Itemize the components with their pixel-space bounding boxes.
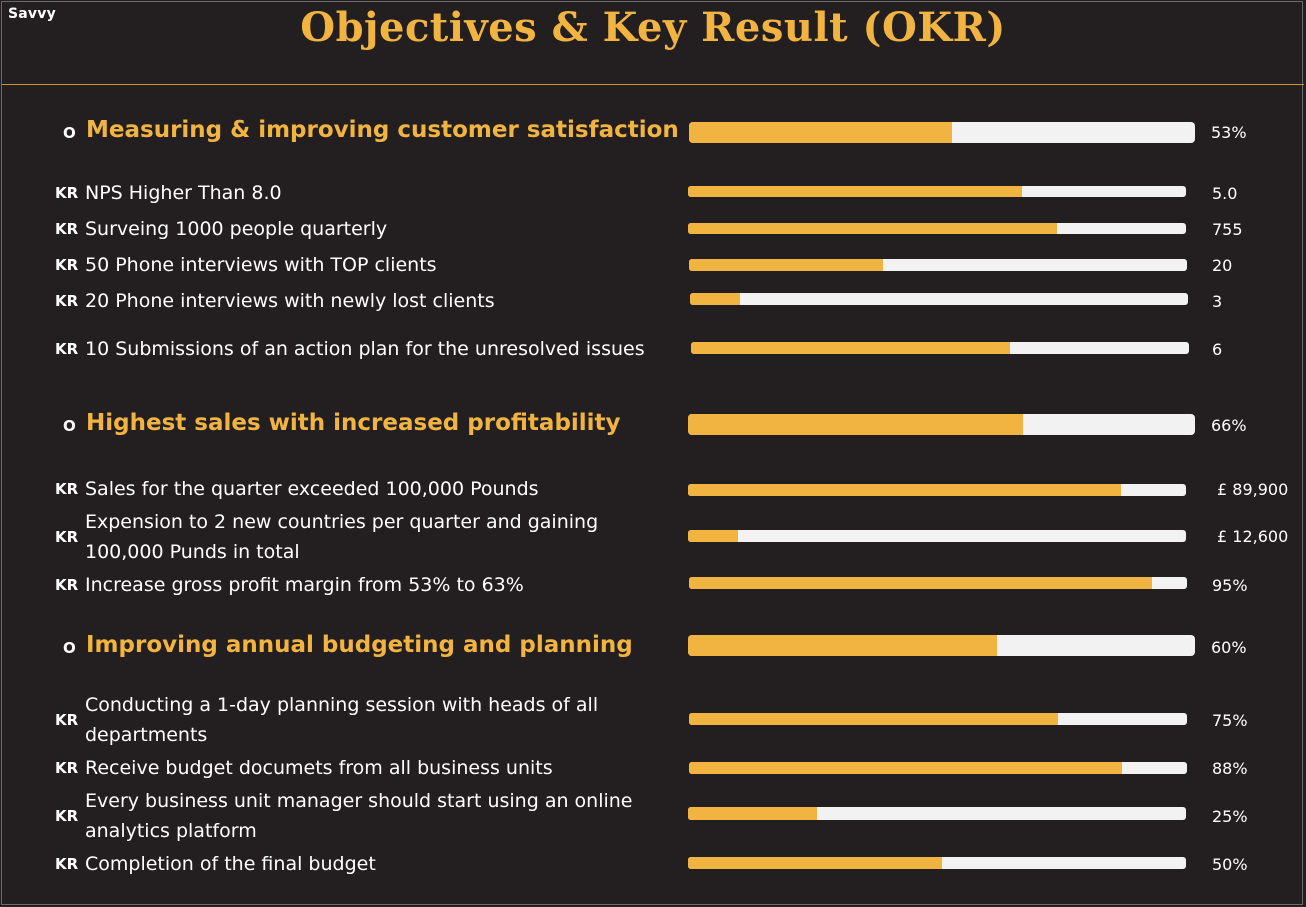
key-result-tag: KR xyxy=(55,220,79,238)
key-result-label: 20 Phone interviews with newly lost clie… xyxy=(85,290,495,312)
objective-label: Improving annual budgeting and planning xyxy=(86,632,633,658)
key-result-label: 50 Phone interviews with TOP clients xyxy=(85,254,437,276)
progress-fill xyxy=(691,342,1010,354)
progress-fill xyxy=(688,186,1022,197)
progress-fill xyxy=(688,484,1122,496)
progress-value: 755 xyxy=(1212,220,1243,239)
key-result-label: Every business unit manager should start… xyxy=(85,790,633,842)
progress-value: 75% xyxy=(1212,711,1248,730)
key-result-label: 10 Submissions of an action plan for the… xyxy=(85,338,645,360)
progress-bar xyxy=(688,414,1195,435)
key-result-tag: KR xyxy=(55,528,79,546)
progress-bar xyxy=(688,857,1186,869)
key-result-label: Conducting a 1-day planning session with… xyxy=(85,694,599,746)
progress-fill xyxy=(688,530,738,542)
progress-value: 60% xyxy=(1211,638,1247,657)
progress-fill xyxy=(688,414,1023,435)
objective-label: Highest sales with increased profitabili… xyxy=(86,410,621,436)
progress-bar xyxy=(689,577,1187,589)
progress-bar xyxy=(689,713,1187,725)
progress-value: 5.0 xyxy=(1212,184,1238,203)
progress-value: £ 89,900 xyxy=(1217,480,1289,499)
progress-fill xyxy=(689,122,953,143)
key-result-label: NPS Higher Than 8.0 xyxy=(85,182,282,204)
progress-value: £ 12,600 xyxy=(1217,527,1289,546)
key-result-tag: KR xyxy=(55,340,79,358)
progress-bar xyxy=(689,762,1187,774)
progress-value: 6 xyxy=(1212,340,1223,359)
key-result-label: Surveing 1000 people quarterly xyxy=(85,218,388,240)
progress-bar xyxy=(688,635,1195,656)
key-result-label: Expension to 2 new countries per quarter… xyxy=(85,511,599,563)
progress-value: 25% xyxy=(1212,807,1248,826)
progress-fill xyxy=(688,635,998,656)
progress-value: 88% xyxy=(1212,759,1248,778)
progress-fill xyxy=(689,762,1123,774)
key-result-tag: KR xyxy=(55,480,79,498)
key-result-label: Completion of the final budget xyxy=(85,853,376,875)
page-title: Objectives & Key Result (OKR) xyxy=(300,4,1006,51)
progress-fill xyxy=(690,293,740,305)
progress-fill xyxy=(689,577,1153,589)
key-result-tag: KR xyxy=(55,256,79,274)
key-result-label: Sales for the quarter exceeded 100,000 P… xyxy=(85,478,539,500)
progress-bar xyxy=(688,223,1186,234)
progress-bar xyxy=(688,807,1186,820)
progress-bar xyxy=(688,484,1186,496)
key-result-tag: KR xyxy=(55,855,79,873)
progress-value: 95% xyxy=(1212,576,1248,595)
key-result-tag: KR xyxy=(55,759,79,777)
key-result-label: Increase gross profit margin from 53% to… xyxy=(85,574,524,596)
progress-fill xyxy=(688,857,942,869)
brand-logo: Savvy xyxy=(8,6,56,22)
objective-tag: O xyxy=(63,639,76,657)
objective-tag: O xyxy=(63,417,76,435)
progress-bar xyxy=(689,122,1195,143)
objective-tag: O xyxy=(63,124,76,142)
progress-fill xyxy=(688,807,818,820)
progress-bar xyxy=(688,186,1186,197)
key-result-tag: KR xyxy=(55,807,79,825)
progress-bar xyxy=(688,530,1186,542)
progress-value: 50% xyxy=(1212,855,1248,874)
progress-value: 53% xyxy=(1211,123,1247,142)
key-result-tag: KR xyxy=(55,711,79,729)
progress-fill xyxy=(688,223,1057,234)
progress-value: 66% xyxy=(1211,416,1247,435)
key-result-tag: KR xyxy=(55,184,79,202)
progress-value: 20 xyxy=(1212,256,1233,275)
objective-label: Measuring & improving customer satisfact… xyxy=(86,117,679,143)
header-divider xyxy=(2,84,1304,85)
progress-fill xyxy=(689,259,884,271)
key-result-tag: KR xyxy=(55,292,79,310)
progress-fill xyxy=(689,713,1058,725)
key-result-label: Receive budget documets from all busines… xyxy=(85,757,553,779)
progress-bar xyxy=(691,342,1189,354)
progress-bar xyxy=(690,293,1188,305)
progress-value: 3 xyxy=(1212,292,1223,311)
key-result-tag: KR xyxy=(55,576,79,594)
progress-bar xyxy=(689,259,1187,271)
